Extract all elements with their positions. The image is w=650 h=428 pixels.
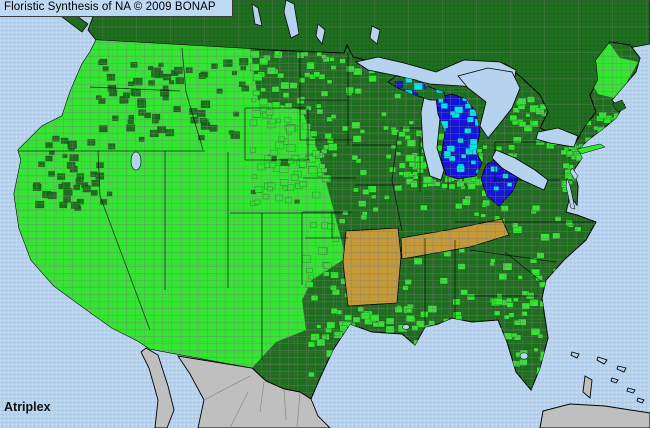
canada-lakes <box>251 0 381 45</box>
mexico-mainland <box>177 355 331 428</box>
andros-island <box>582 375 593 399</box>
region-bahamas <box>570 351 645 404</box>
taxon-label: Atriplex <box>4 400 51 414</box>
region-cuba <box>539 403 650 428</box>
baja-california <box>140 347 175 428</box>
title-bar: Floristic Synthesis of NA © 2009 BONAP <box>0 0 233 17</box>
lake-ontario <box>535 127 579 148</box>
region-mexico <box>140 347 331 428</box>
long-island <box>576 143 606 155</box>
state-borders <box>18 47 594 360</box>
great-salt-lake <box>130 151 142 171</box>
cape-cod <box>611 99 627 113</box>
lake-huron <box>457 67 521 139</box>
map-title: Floristic Synthesis of NA © 2009 BONAP <box>4 1 216 13</box>
lake-pontchartrain <box>402 324 410 330</box>
delaware-bay <box>569 167 579 181</box>
great-lakes <box>355 56 579 191</box>
lake-erie <box>491 149 549 191</box>
chesapeake-bay <box>565 177 576 210</box>
lake-okeechobee <box>519 352 529 360</box>
